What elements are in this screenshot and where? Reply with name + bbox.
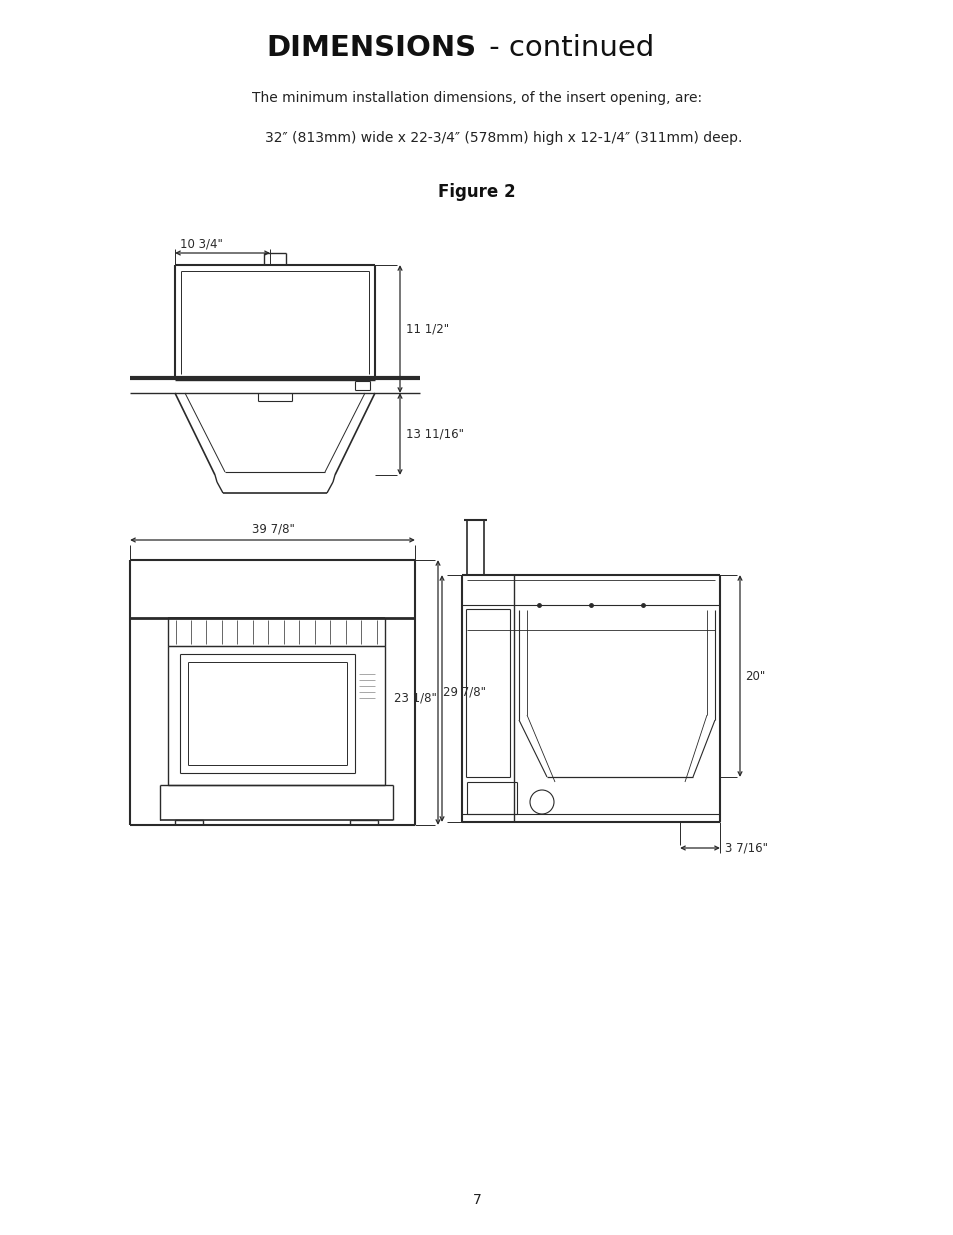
Text: DIMENSIONS: DIMENSIONS <box>267 35 476 62</box>
Text: 3 7/16": 3 7/16" <box>724 841 767 855</box>
Text: 10 3/4": 10 3/4" <box>180 237 223 249</box>
Text: 29 7/8": 29 7/8" <box>442 685 485 699</box>
Text: 39 7/8": 39 7/8" <box>252 522 294 535</box>
Text: 23 1/8": 23 1/8" <box>394 692 436 704</box>
Text: The minimum installation dimensions, of the insert opening, are:: The minimum installation dimensions, of … <box>252 91 701 105</box>
Text: 13 11/16": 13 11/16" <box>406 427 463 441</box>
Text: 11 1/2": 11 1/2" <box>406 322 449 336</box>
Text: 20": 20" <box>744 669 764 683</box>
Text: 32″ (813mm) wide x 22-3/4″ (578mm) high x 12-1/4″ (311mm) deep.: 32″ (813mm) wide x 22-3/4″ (578mm) high … <box>265 131 741 144</box>
Text: Figure 2: Figure 2 <box>437 183 516 201</box>
Text: - continued: - continued <box>479 35 654 62</box>
Text: 7: 7 <box>472 1193 481 1207</box>
